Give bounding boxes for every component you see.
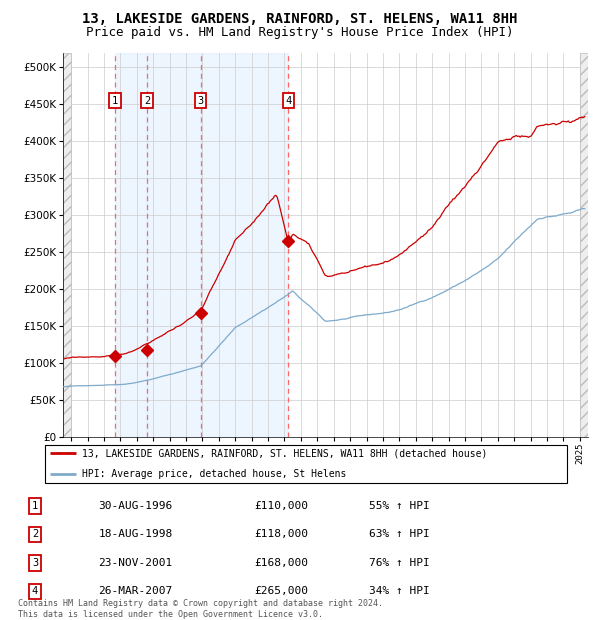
Bar (63, 53, 71, 437)
Text: 4: 4 (32, 587, 38, 596)
Text: £118,000: £118,000 (254, 529, 308, 539)
Text: Contains HM Land Registry data © Crown copyright and database right 2024.
This d: Contains HM Land Registry data © Crown c… (18, 600, 383, 619)
Bar (115, 53, 147, 437)
Text: 2: 2 (32, 529, 38, 539)
Text: 34% ↑ HPI: 34% ↑ HPI (369, 587, 430, 596)
Text: 55% ↑ HPI: 55% ↑ HPI (369, 501, 430, 511)
Bar (580, 53, 588, 437)
Text: 63% ↑ HPI: 63% ↑ HPI (369, 529, 430, 539)
Text: 4: 4 (285, 95, 292, 106)
FancyBboxPatch shape (44, 445, 568, 483)
Bar (201, 53, 288, 437)
Text: HPI: Average price, detached house, St Helens: HPI: Average price, detached house, St H… (82, 469, 346, 479)
Text: 3: 3 (197, 95, 204, 106)
Text: 13, LAKESIDE GARDENS, RAINFORD, ST. HELENS, WA11 8HH: 13, LAKESIDE GARDENS, RAINFORD, ST. HELE… (82, 12, 518, 27)
Bar (147, 53, 201, 437)
Text: 2: 2 (144, 95, 150, 106)
Text: 13, LAKESIDE GARDENS, RAINFORD, ST. HELENS, WA11 8HH (detached house): 13, LAKESIDE GARDENS, RAINFORD, ST. HELE… (82, 448, 487, 458)
Text: £110,000: £110,000 (254, 501, 308, 511)
Text: 30-AUG-1996: 30-AUG-1996 (98, 501, 173, 511)
Text: 23-NOV-2001: 23-NOV-2001 (98, 558, 173, 568)
Text: £168,000: £168,000 (254, 558, 308, 568)
Text: 1: 1 (32, 501, 38, 511)
Text: 3: 3 (32, 558, 38, 568)
Text: 26-MAR-2007: 26-MAR-2007 (98, 587, 173, 596)
Text: £265,000: £265,000 (254, 587, 308, 596)
Text: Price paid vs. HM Land Registry's House Price Index (HPI): Price paid vs. HM Land Registry's House … (86, 26, 514, 39)
Text: 76% ↑ HPI: 76% ↑ HPI (369, 558, 430, 568)
Text: 1: 1 (112, 95, 118, 106)
Text: 18-AUG-1998: 18-AUG-1998 (98, 529, 173, 539)
